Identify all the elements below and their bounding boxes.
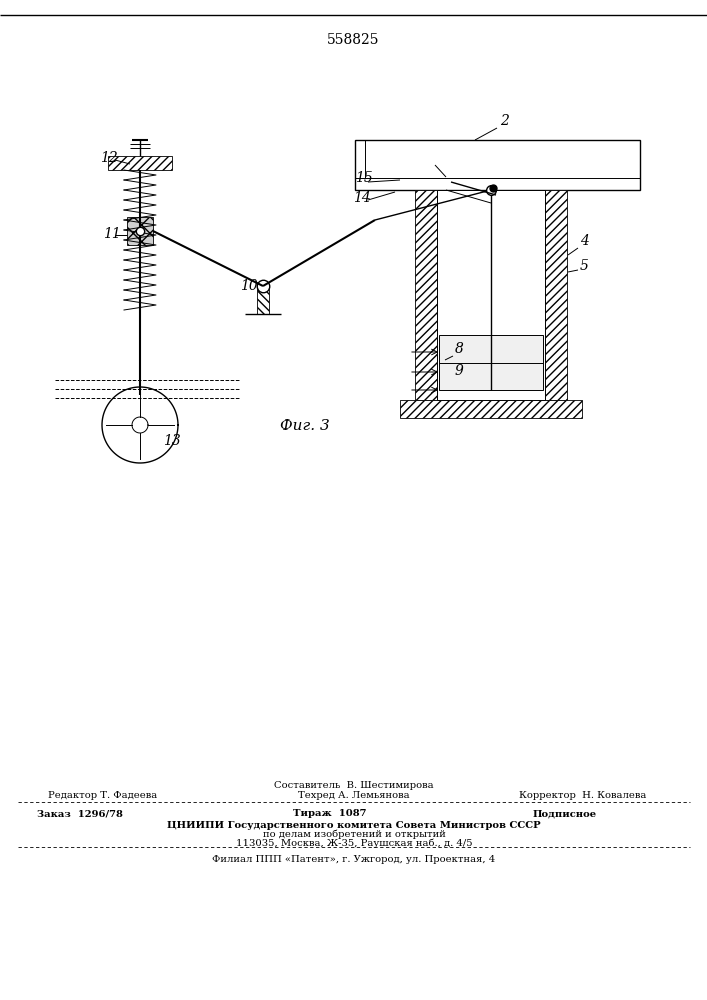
Text: Составитель  В. Шестимирова: Составитель В. Шестимирова: [274, 780, 434, 790]
Text: 2: 2: [500, 114, 509, 128]
Text: Редактор Т. Фадеева: Редактор Т. Фадеева: [48, 790, 158, 800]
Text: по делам изобретений и открытий: по делам изобретений и открытий: [262, 829, 445, 839]
Text: 8: 8: [455, 342, 464, 356]
Text: Подписное: Подписное: [533, 810, 597, 818]
Text: 558825: 558825: [327, 33, 379, 47]
Text: 9: 9: [455, 364, 464, 378]
Bar: [545, 190, 567, 400]
Bar: [415, 190, 437, 400]
Text: Заказ  1296/78: Заказ 1296/78: [37, 810, 123, 818]
Text: Корректор  Н. Ковалева: Корректор Н. Ковалева: [520, 790, 647, 800]
Text: 11: 11: [103, 227, 121, 241]
Text: Фиг. 3: Фиг. 3: [280, 419, 330, 433]
Text: Филиал ППП «Патент», г. Ужгород, ул. Проектная, 4: Филиал ППП «Патент», г. Ужгород, ул. Про…: [212, 856, 496, 864]
Text: ЦНИИПИ Государственного комитета Совета Министров СССР: ЦНИИПИ Государственного комитета Совета …: [167, 820, 541, 830]
Bar: [400, 400, 582, 418]
Bar: [439, 335, 543, 390]
Bar: [257, 286, 269, 314]
Text: Тираж  1087: Тираж 1087: [293, 810, 367, 818]
Text: 5: 5: [580, 259, 589, 273]
Bar: [108, 156, 172, 170]
Text: 15: 15: [355, 171, 373, 185]
Text: 14: 14: [353, 191, 370, 205]
Text: 13: 13: [163, 434, 181, 448]
Text: 4: 4: [580, 234, 589, 248]
Text: 12: 12: [100, 151, 118, 165]
Text: 10: 10: [240, 279, 258, 293]
Text: Техред А. Лемьянова: Техред А. Лемьянова: [298, 790, 410, 800]
Text: 113035, Москва, Ж-35, Раушская наб., д. 4/5: 113035, Москва, Ж-35, Раушская наб., д. …: [235, 838, 472, 848]
Bar: [437, 190, 545, 400]
Bar: [127, 217, 153, 245]
Bar: [355, 140, 640, 190]
